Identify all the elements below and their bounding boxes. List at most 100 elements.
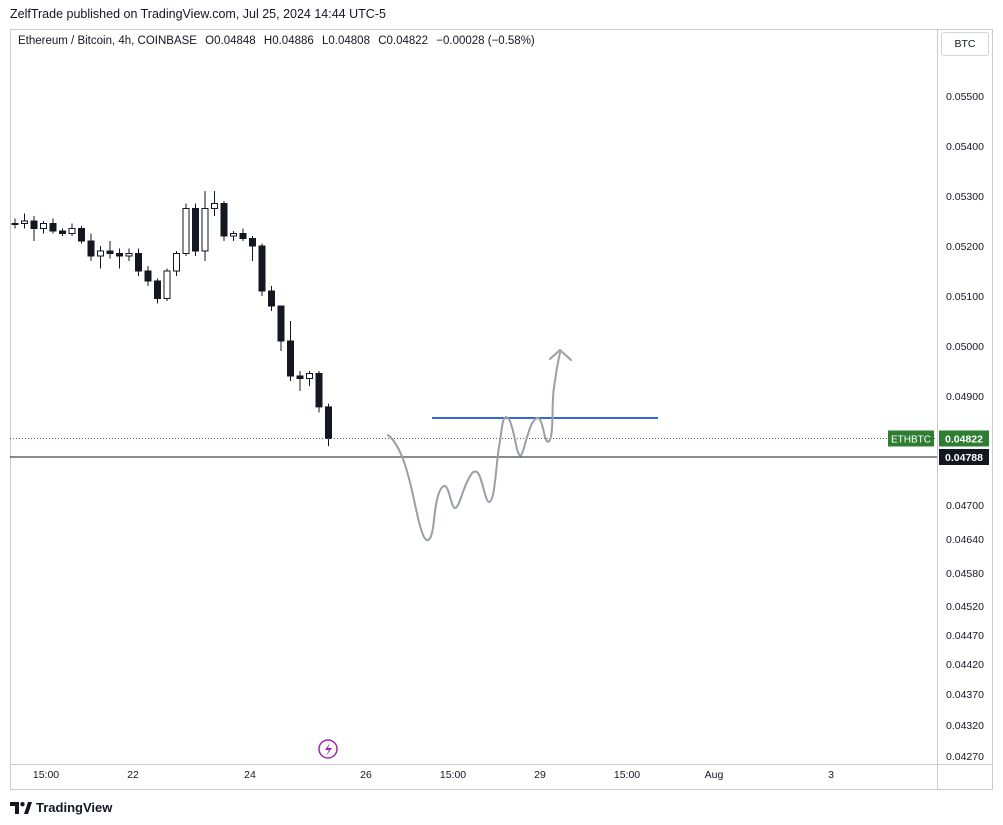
price-tick-label: 0.04900 — [946, 391, 984, 403]
candle — [296, 371, 304, 391]
price-tick-label: 0.05400 — [946, 141, 984, 153]
open-value: 0.04848 — [214, 35, 256, 47]
last-price-label: 0.04822 — [945, 433, 983, 445]
level-price-label: 0.04788 — [945, 452, 983, 464]
candle — [239, 228, 247, 241]
candle-body — [97, 250, 104, 257]
candle — [87, 233, 95, 261]
candle — [325, 403, 332, 447]
time-tick-label: 15:00 — [440, 769, 466, 781]
low-label: L — [322, 35, 329, 47]
candle — [163, 268, 171, 301]
candle-body — [125, 253, 133, 257]
lightning-icon — [325, 743, 332, 756]
candles-group — [11, 191, 332, 447]
low-value: 0.04808 — [328, 35, 370, 47]
candle — [11, 218, 19, 229]
candle-body — [135, 253, 142, 272]
candle — [173, 251, 180, 276]
candle — [116, 248, 123, 269]
price-tick-label: 0.05000 — [946, 341, 984, 353]
candle-body — [192, 208, 199, 252]
candle-body — [49, 223, 57, 232]
change-value: −0.00028 (−0.58%) — [436, 35, 535, 47]
candle — [78, 226, 85, 244]
candle-body — [249, 238, 256, 247]
drawing-overlays: ETHBTC 0.04822 0.04788 — [10, 349, 989, 759]
time-axis: 15:00 22 24 26 15:00 29 15:00 Aug 3 — [33, 769, 834, 781]
candle-body — [268, 290, 275, 307]
candle — [59, 228, 66, 236]
candle — [135, 248, 142, 276]
candle-body — [182, 208, 190, 254]
time-tick-label: 24 — [244, 769, 256, 781]
price-tick-label: 0.04420 — [946, 659, 984, 671]
high-label: H — [263, 35, 273, 47]
candle-body — [11, 223, 19, 225]
candle-body — [78, 228, 85, 242]
chart-frame[interactable] — [10, 29, 993, 790]
candle-body — [258, 245, 266, 292]
candle — [315, 371, 323, 413]
price-tick-label: 0.05500 — [946, 91, 984, 103]
close-label: C — [378, 35, 387, 47]
symbol-badge-label: ETHBTC — [891, 434, 931, 445]
candle — [144, 266, 152, 286]
last-price-badge — [939, 430, 989, 447]
candle-body — [106, 250, 114, 254]
candle — [268, 286, 275, 311]
time-tick-label: 15:00 — [614, 769, 640, 781]
candle — [211, 191, 218, 216]
candle-body — [68, 228, 76, 234]
candle — [220, 201, 228, 241]
symbol-title: Ethereum / Bitcoin, 4h, COINBASE — [18, 35, 197, 47]
price-tick-label: 0.04700 — [946, 500, 984, 512]
currency-button[interactable]: BTC — [941, 32, 989, 56]
high-value: 0.04886 — [272, 35, 314, 47]
open-label: O — [205, 35, 215, 47]
tradingview-logo-icon — [10, 801, 32, 814]
tradingview-brand: TradingView — [10, 800, 112, 815]
candle-body — [40, 223, 47, 229]
time-tick-label: 22 — [127, 769, 139, 781]
candle-body — [230, 233, 237, 237]
time-tick-label: Aug — [705, 769, 724, 781]
candle — [192, 203, 199, 256]
candle — [182, 203, 190, 256]
candle — [49, 218, 57, 234]
candle — [154, 278, 161, 304]
candle — [125, 248, 133, 261]
symbol-legend: Ethereum / Bitcoin, 4h, COINBASE O0.0484… — [18, 35, 535, 47]
candle-body — [173, 253, 180, 272]
candle — [258, 243, 266, 296]
candle — [40, 221, 47, 234]
projection-arrow-head — [549, 349, 572, 361]
candle — [287, 321, 294, 381]
candle-body — [306, 373, 313, 379]
candle-body — [30, 220, 38, 229]
candle-body — [21, 220, 28, 224]
price-axis: 0.05500 0.05400 0.05300 0.05200 0.05100 0.050… — [946, 91, 984, 763]
price-tick-label: 0.04270 — [946, 751, 984, 763]
candle-body — [325, 406, 332, 439]
candle-body — [59, 230, 66, 234]
candle — [97, 246, 104, 269]
candle-body — [144, 270, 152, 282]
publisher-line: ZelfTrade published on TradingView.com, … — [10, 7, 386, 21]
close-value: 0.04822 — [386, 35, 429, 47]
price-tick-label: 0.04470 — [946, 630, 984, 642]
candle-body — [220, 203, 228, 237]
candle-body — [211, 203, 218, 209]
price-tick-label: 0.04520 — [946, 601, 984, 613]
candle — [306, 371, 313, 386]
candle — [106, 241, 114, 259]
candle-body — [87, 240, 95, 257]
price-tick-label: 0.05200 — [946, 241, 984, 253]
candle — [21, 213, 28, 229]
time-tick-label: 15:00 — [33, 769, 59, 781]
brand-text: TradingView — [36, 800, 113, 815]
time-tick-label: 29 — [534, 769, 546, 781]
price-tick-label: 0.04370 — [946, 689, 984, 701]
candle-body — [296, 375, 304, 379]
